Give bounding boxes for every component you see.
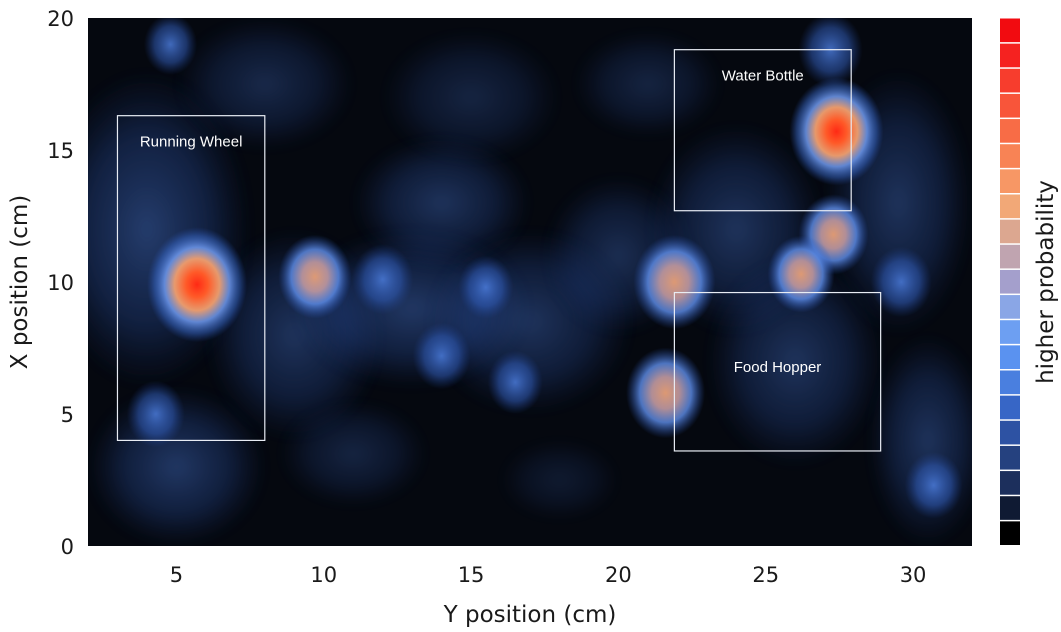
heat-hotspot xyxy=(767,235,835,313)
heat-hotspot xyxy=(126,380,185,448)
heat-hotspot xyxy=(412,322,471,390)
annotation-box xyxy=(116,115,266,442)
heat-hotspot xyxy=(458,255,514,319)
colorbar-swatch xyxy=(1000,345,1020,369)
heat-hotspot xyxy=(904,451,963,519)
x-axis-label: Y position (cm) xyxy=(443,602,617,628)
heat-hotspot xyxy=(147,227,248,343)
heat-hotspot xyxy=(143,18,198,75)
heat-background-blob xyxy=(706,255,884,467)
colorbar-swatch xyxy=(1000,471,1020,495)
heat-hotspot xyxy=(633,234,716,330)
heat-background-blob xyxy=(574,31,722,137)
colorbar-swatch xyxy=(1000,244,1020,269)
x-axis-ticks: 5 10 15 20 25 30 xyxy=(170,563,927,587)
x-tick-label: 30 xyxy=(900,563,927,587)
y-axis-ticks: 0 5 10 15 20 xyxy=(47,7,74,559)
heat-hotspot xyxy=(626,347,706,439)
y-axis-label: X position (cm) xyxy=(7,195,33,369)
y-tick-label: 10 xyxy=(47,271,74,295)
heat-hotspot xyxy=(352,244,414,315)
x-tick-label: 25 xyxy=(752,563,779,587)
heat-background-blob xyxy=(176,18,354,150)
y-tick-label: 20 xyxy=(47,7,74,31)
colorbar-swatch xyxy=(1000,68,1020,93)
annotation-box xyxy=(673,49,852,212)
heat-hotspot xyxy=(789,77,884,186)
annotation-box xyxy=(673,291,882,452)
heat-hotspot xyxy=(798,18,863,87)
heat-background-blob xyxy=(382,31,560,164)
colorbar-swatch xyxy=(1000,43,1020,68)
heatmap-hotspot-layer xyxy=(126,18,963,519)
annotation-label: Food Hopper xyxy=(734,359,822,376)
heat-background-blob xyxy=(500,440,619,520)
y-tick-label: 15 xyxy=(47,139,74,163)
colorbar-swatch xyxy=(1000,370,1020,395)
heat-background-blob xyxy=(279,400,427,507)
colorbar-swatch xyxy=(1000,395,1020,420)
x-tick-label: 20 xyxy=(605,563,632,587)
colorbar-swatch xyxy=(1000,445,1020,470)
colorbar xyxy=(1000,18,1020,546)
colorbar-swatch xyxy=(1000,194,1020,219)
colorbar-swatch xyxy=(1000,18,1020,43)
x-tick-label: 15 xyxy=(458,563,485,587)
colorbar-swatch xyxy=(1000,269,1020,294)
heat-background-blob xyxy=(353,136,530,269)
colorbar-swatch xyxy=(1000,219,1020,244)
y-tick-label: 5 xyxy=(61,403,74,427)
colorbar-swatch xyxy=(1000,496,1020,520)
colorbar-label: higher probability xyxy=(1033,180,1059,384)
colorbar-swatch xyxy=(1000,295,1020,319)
annotation-regions: Running Wheel Water Bottle Food Hopper xyxy=(116,49,882,452)
x-tick-label: 10 xyxy=(310,563,337,587)
annotation-label: Water Bottle xyxy=(722,68,804,85)
x-tick-label: 5 xyxy=(170,563,183,587)
colorbar-swatch xyxy=(1000,521,1020,545)
heat-hotspot xyxy=(278,234,352,319)
colorbar-swatch xyxy=(1000,119,1020,143)
y-tick-label: 0 xyxy=(61,535,74,559)
heat-hotspot xyxy=(870,246,932,318)
colorbar-swatch xyxy=(1000,144,1020,168)
annotation-label: Running Wheel xyxy=(140,134,243,151)
heat-hotspot xyxy=(487,350,543,414)
colorbar-swatch xyxy=(1000,93,1020,118)
colorbar-swatch xyxy=(1000,169,1020,193)
colorbar-swatch xyxy=(1000,320,1020,344)
colorbar-swatch xyxy=(1000,420,1020,445)
